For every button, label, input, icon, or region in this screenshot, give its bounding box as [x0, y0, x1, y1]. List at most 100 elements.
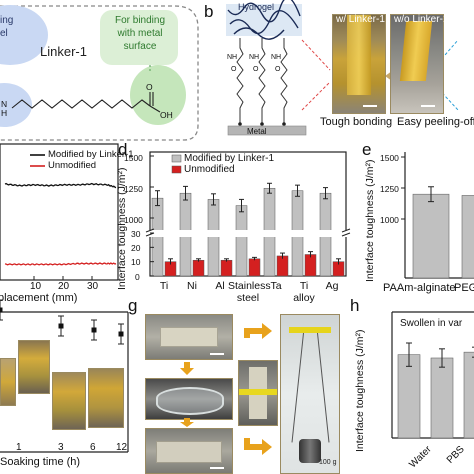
- o-label-3: O: [275, 66, 281, 73]
- h-bar: [463, 351, 474, 439]
- nh-label-1: NH: [227, 54, 238, 61]
- e-bar: [461, 195, 474, 279]
- d-ytick-10: 10: [131, 257, 141, 267]
- panel-letter-h: h: [350, 296, 360, 315]
- e-ytick-1000: 1000: [380, 215, 399, 225]
- f-point: [0, 307, 3, 313]
- d-xtick-label: Stainless steel: [228, 280, 271, 304]
- d-xtick-label: Ti alloy: [293, 280, 315, 304]
- c-xtick-30: 30: [87, 281, 99, 292]
- nh-label-3: NH: [271, 54, 282, 61]
- g-photo-2: [145, 378, 233, 420]
- d-xtick-label: Ni: [187, 280, 197, 292]
- panel-letter-b: b: [204, 2, 214, 21]
- d-ytick-1250: 1250: [124, 184, 143, 194]
- arrow-up-right-icon: [244, 323, 272, 339]
- panel-letter-e: e: [362, 140, 372, 159]
- f-photo-2: [18, 340, 50, 394]
- molecule-o: O: [146, 82, 153, 92]
- f-photo-4: [88, 368, 124, 428]
- d-ytick-30: 30: [131, 229, 141, 239]
- g-photo-4: [238, 360, 278, 426]
- f-xtick-6: 6: [90, 442, 96, 453]
- arrow-down-icon-2: [180, 418, 194, 427]
- f-photo-3: [52, 372, 86, 430]
- c-legend-2: Unmodified: [48, 160, 97, 171]
- chart-c-series: [4, 182, 117, 266]
- h-bar: [397, 354, 421, 439]
- arrow-right-icon: [244, 438, 272, 455]
- alkyl-chain: [11, 99, 151, 109]
- hydrogel-label: Hydrogel: [238, 2, 275, 12]
- chart-d-frame: [149, 151, 347, 277]
- photo-right-caption: Easy peeling-off: [397, 116, 474, 128]
- bubble-right-bg: [100, 10, 178, 65]
- g-photo-5: 100 g: [280, 314, 340, 474]
- chart-f-points: [0, 299, 124, 345]
- molecule-nh: N H: [1, 99, 8, 118]
- bubble-left-text: ing el: [0, 15, 14, 39]
- photo-with-linker: [332, 14, 386, 114]
- metal-label: Metal: [247, 127, 267, 136]
- photo-left-caption: Tough bonding: [320, 116, 393, 128]
- f-xlabel: Soaking time (h): [0, 456, 81, 468]
- o-label-2: O: [253, 66, 259, 73]
- d-legend-1: Modified by Linker-1: [184, 153, 275, 164]
- e-xtick-1: PAAm-alginate: [383, 282, 456, 294]
- photo-without-linker: [390, 14, 444, 114]
- bubble-left: [0, 5, 48, 65]
- d-ytick-0: 0: [135, 272, 140, 282]
- c-xtick-10: 10: [30, 281, 42, 292]
- photo-left-title: w/ Linker-1: [336, 14, 385, 25]
- d-xtick-label: Al: [215, 280, 225, 292]
- chart-e-bars: [412, 186, 474, 279]
- f-xtick-12: 12: [116, 442, 128, 453]
- g-weight-label: 100 g: [319, 459, 337, 466]
- carboxyl-highlight: [130, 65, 186, 125]
- f-point: [91, 327, 97, 333]
- o-label-1: O: [231, 66, 237, 73]
- c-line-unmodified: [4, 262, 117, 266]
- linker-label: Linker-1: [40, 44, 87, 59]
- d-ytick-1500: 1500: [124, 153, 143, 163]
- molecule-oh: OH: [160, 110, 173, 120]
- c-xtick-20: 20: [58, 281, 70, 292]
- arrow-down-icon-1: [180, 362, 194, 375]
- c-xlabel: placement (mm): [0, 292, 78, 304]
- panel-letter-g: g: [128, 296, 138, 315]
- metal-substrate: [227, 125, 307, 136]
- f-xtick-3: 3: [58, 442, 64, 453]
- e-bar: [412, 193, 450, 279]
- f-photo-1: [0, 358, 16, 406]
- e-ytick-1500: 1500: [380, 153, 399, 163]
- d-xtick-label: Ta: [270, 280, 282, 292]
- d-ytick-20: 20: [131, 243, 141, 253]
- c-legend-1: Modified by Linker-1: [48, 149, 134, 160]
- polymer-chains: [227, 0, 301, 40]
- h-bar: [430, 357, 454, 439]
- d-xtick-label: Ag: [325, 280, 339, 292]
- photo-right-title: w/o Linker-1: [394, 14, 449, 25]
- nh-label-2: NH: [249, 54, 260, 61]
- d-xtick-label: Ti: [159, 280, 169, 292]
- e-ytick-1250: 1250: [380, 184, 399, 194]
- panel-a-dashed-border: [0, 5, 199, 141]
- d-ytick-1000: 1000: [124, 215, 143, 225]
- chart-c-frame: [0, 143, 119, 281]
- panel-letter-d: d: [118, 140, 128, 159]
- bubble-right-text: For binding with metal surface: [114, 15, 166, 52]
- h-title: Swollen in var: [400, 318, 463, 329]
- e-xtick-2: PEGDA-: [454, 282, 474, 294]
- d-legend-swatch-2: [171, 165, 182, 174]
- d-legend-swatch-1: [171, 154, 182, 163]
- f-xtick-1: 1: [16, 442, 22, 453]
- d-legend-2: Unmodified: [184, 164, 235, 175]
